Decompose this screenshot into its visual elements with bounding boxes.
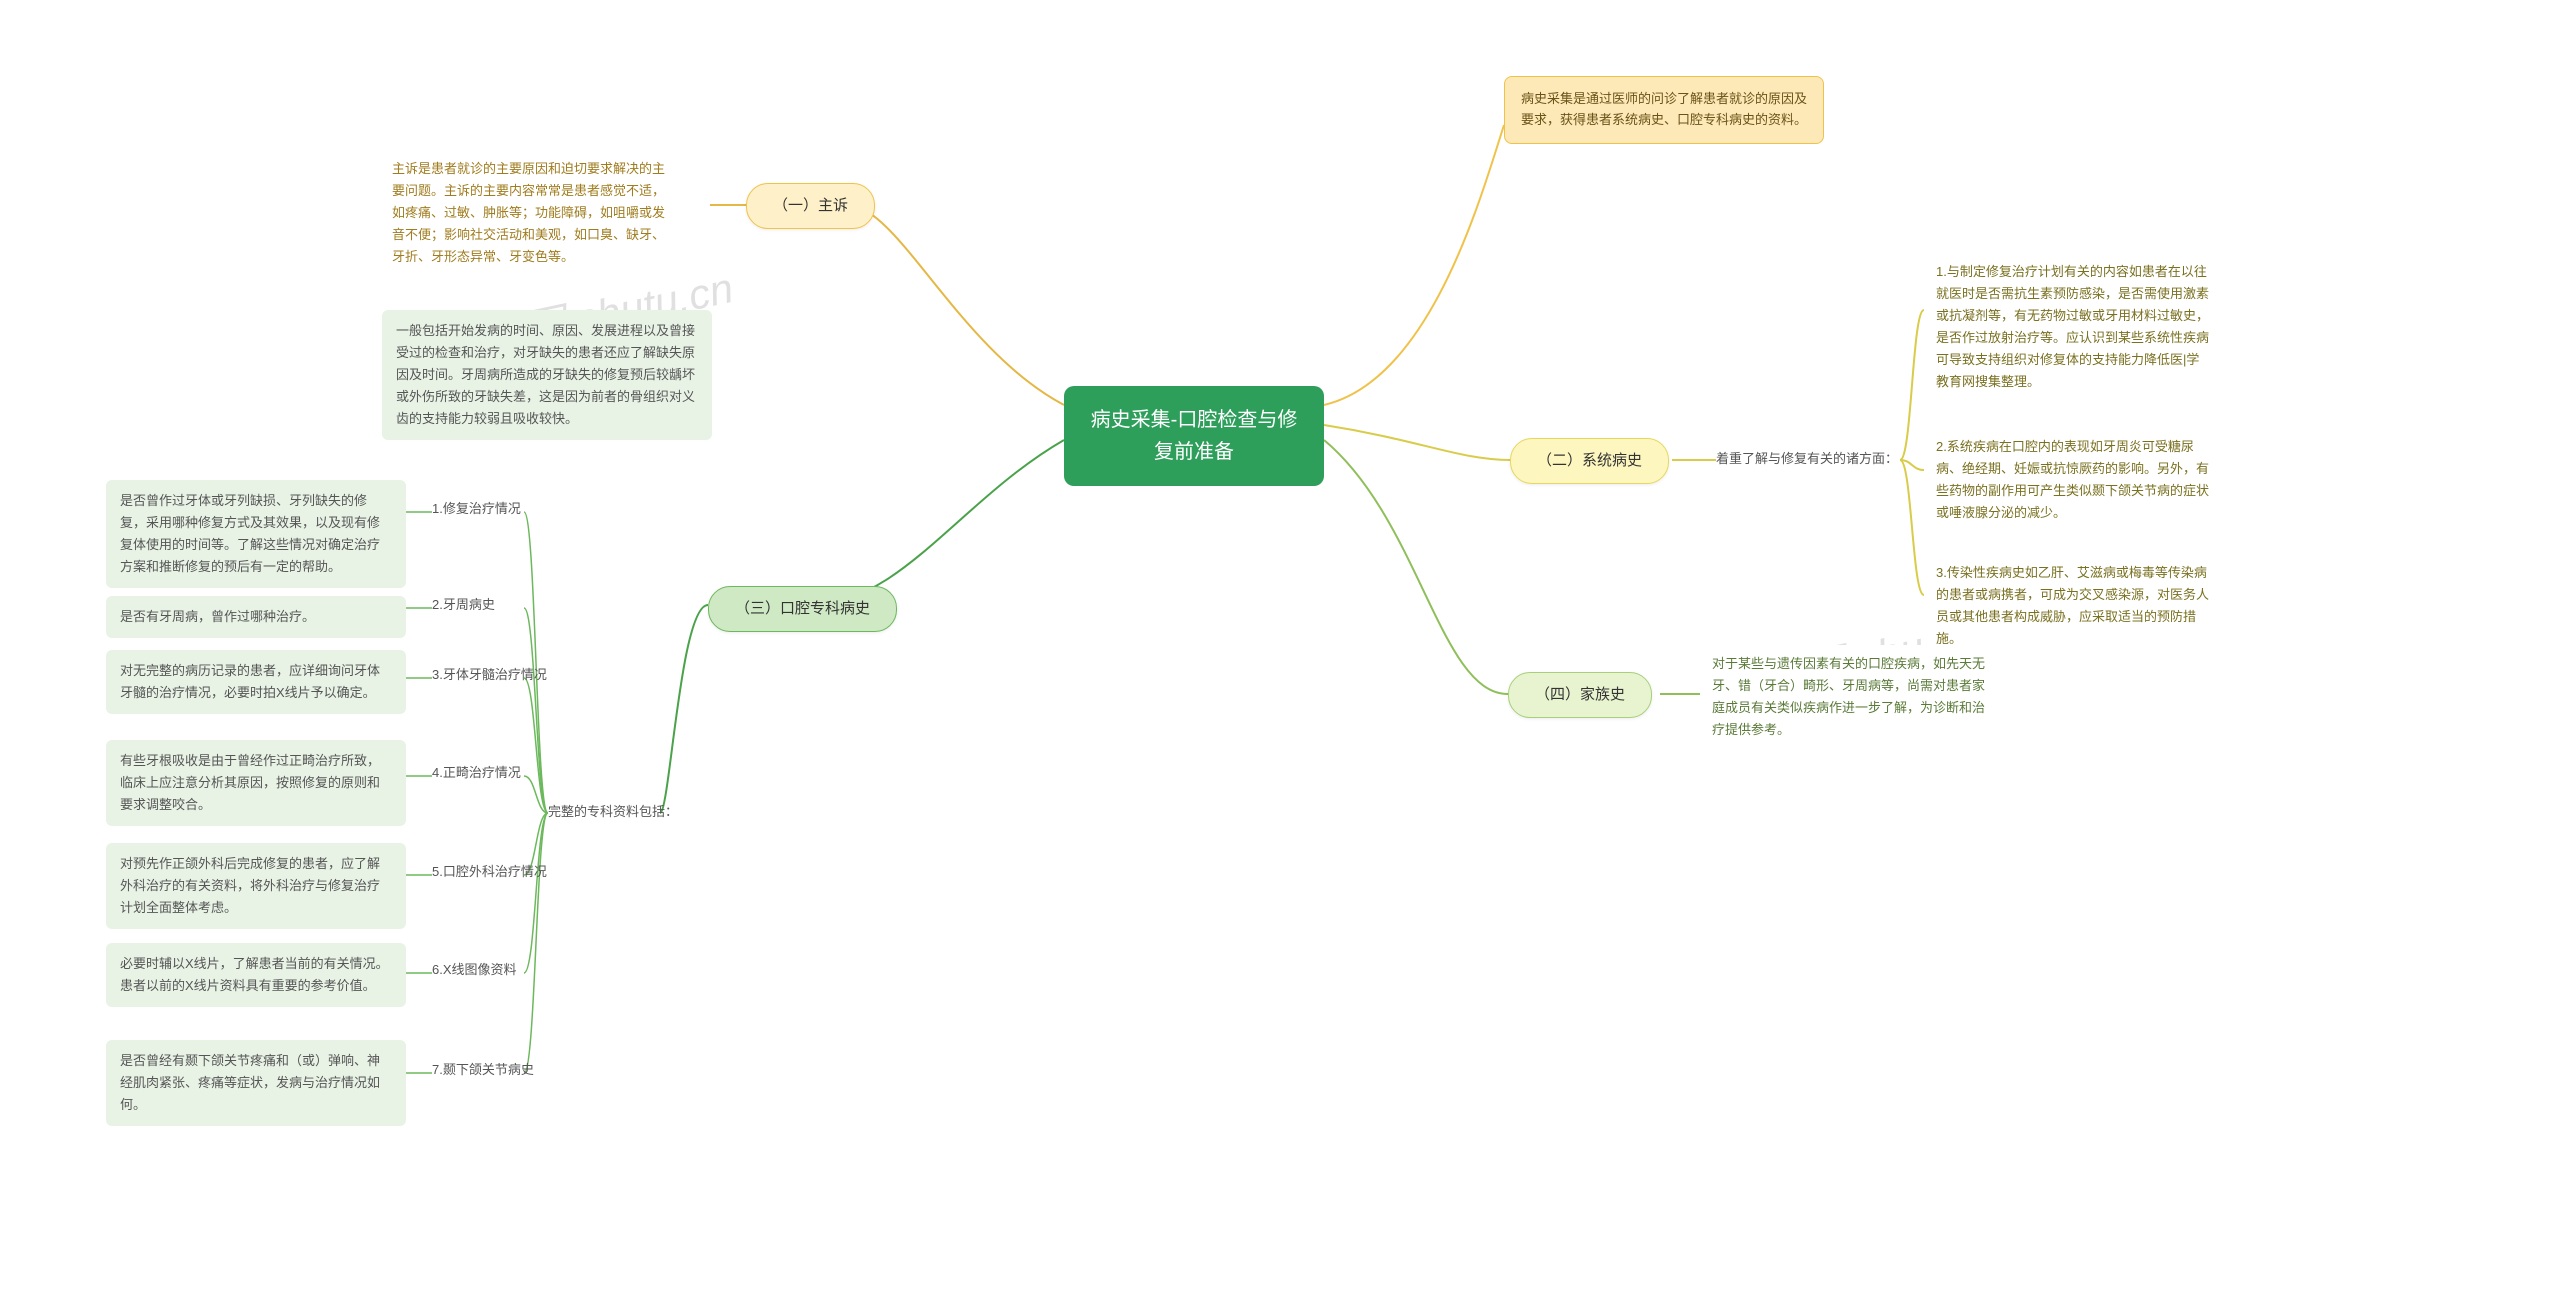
b3-detail-6: 必要时辅以X线片，了解患者当前的有关情况。患者以前的X线片资料具有重要的参考价值… (106, 943, 406, 1007)
b3-detail-1: 是否曾作过牙体或牙列缺损、牙列缺失的修复，采用哪种修复方式及其效果，以及现有修复… (106, 480, 406, 588)
branch-4[interactable]: （四）家族史 (1508, 672, 1652, 718)
b3-title-5: 5.口腔外科治疗情况 (432, 862, 547, 883)
branch-2-mid: 着重了解与修复有关的诸方面： (1716, 449, 1898, 470)
b3-title-7: 7.颞下颌关节病史 (432, 1060, 534, 1081)
branch-2-item-3: 3.传染性疾病史如乙肝、艾滋病或梅毒等传染病的患者或病携者，可成为交叉感染源，对… (1924, 554, 2224, 658)
b3-detail-5: 对预先作正颌外科后完成修复的患者，应了解外科治疗的有关资料，将外科治疗与修复治疗… (106, 843, 406, 929)
b3-detail-4: 有些牙根吸收是由于曾经作过正畸治疗所致，临床上应注意分析其原因，按照修复的原则和… (106, 740, 406, 826)
branch-3-mid: 完整的专科资料包括： (548, 802, 678, 823)
branch-4-desc: 对于某些与遗传因素有关的口腔疾病，如先天无牙、错（牙合）畸形、牙周病等，尚需对患… (1700, 645, 2000, 749)
branch-1[interactable]: （一）主诉 (746, 183, 875, 229)
branch-2-item-1: 1.与制定修复治疗计划有关的内容如患者在以往就医时是否需抗生素预防感染，是否需使… (1924, 253, 2224, 402)
branch-3-desc: 一般包括开始发病的时间、原因、发展进程以及曾接受过的检查和治疗，对牙缺失的患者还… (382, 310, 712, 440)
b3-detail-7: 是否曾经有颞下颌关节疼痛和（或）弹响、神经肌肉紧张、疼痛等症状，发病与治疗情况如… (106, 1040, 406, 1126)
intro-box: 病史采集是通过医师的问诊了解患者就诊的原因及要求，获得患者系统病史、口腔专科病史… (1504, 76, 1824, 144)
branch-1-desc: 主诉是患者就诊的主要原因和迫切要求解决的主要问题。主诉的主要内容常常是患者感觉不… (380, 150, 680, 276)
b3-title-3: 3.牙体牙髓治疗情况 (432, 665, 547, 686)
b3-title-4: 4.正畸治疗情况 (432, 763, 521, 784)
b3-title-6: 6.X线图像资料 (432, 960, 517, 981)
branch-2-item-2: 2.系统疾病在口腔内的表现如牙周炎可受糖尿病、绝经期、妊娠或抗惊厥药的影响。另外… (1924, 428, 2224, 532)
b3-detail-2: 是否有牙周病，曾作过哪种治疗。 (106, 596, 406, 638)
branch-2[interactable]: （二）系统病史 (1510, 438, 1669, 484)
b3-title-1: 1.修复治疗情况 (432, 499, 521, 520)
b3-title-2: 2.牙周病史 (432, 595, 495, 616)
b3-detail-3: 对无完整的病历记录的患者，应详细询问牙体牙髓的治疗情况，必要时拍X线片予以确定。 (106, 650, 406, 714)
branch-3[interactable]: （三）口腔专科病史 (708, 586, 897, 632)
root-node[interactable]: 病史采集-口腔检查与修复前准备 (1064, 386, 1324, 486)
